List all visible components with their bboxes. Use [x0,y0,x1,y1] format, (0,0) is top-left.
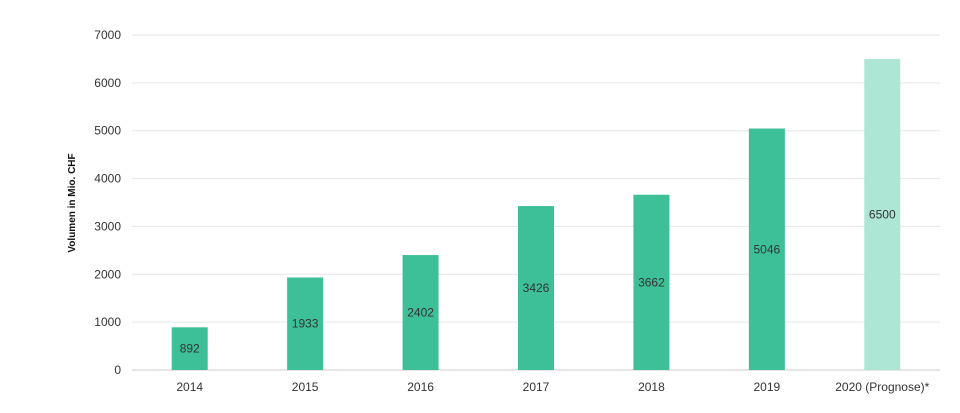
x-tick-label: 2019 [754,380,781,394]
bar [171,327,208,370]
x-tick-label: 2014 [176,380,203,394]
data-label: 3662 [638,275,665,289]
bar [287,277,324,370]
x-axis-ticks: 2014 2015 2016 2017 2018 2019 2020 (Prognose)* [176,380,929,394]
bar [633,194,670,370]
data-label: 6500 [869,207,896,221]
data-label: 5046 [754,242,781,256]
y-tick-label: 1000 [94,315,121,329]
y-tick-label: 2000 [94,267,121,281]
data-label: 1933 [292,317,319,331]
y-tick-label: 0 [114,363,121,377]
x-tick-label: 2017 [523,380,550,394]
x-tick-label: 2016 [407,380,434,394]
y-tick-label: 6000 [94,76,121,90]
bar [748,128,785,370]
bar [402,255,439,370]
y-tick-label: 7000 [94,28,121,42]
bar [864,58,901,371]
x-tick-label: 2018 [638,380,665,394]
data-label: 3426 [523,281,550,295]
x-tick-label: 2020 (Prognose)* [835,380,929,394]
bar [518,206,554,370]
y-tick-label: 4000 [94,172,121,186]
data-label: 2402 [407,306,434,320]
x-tick-label: 2015 [292,380,319,394]
y-tick-label: 3000 [94,219,121,233]
data-labels: 892 1933 2402 3426 3662 5046 6500 [180,207,896,355]
y-axis-ticks: 0 1000 2000 3000 4000 5000 6000 7000 [94,28,121,377]
y-tick-label: 5000 [94,124,121,138]
bars [171,58,901,371]
data-label: 892 [180,342,200,356]
y-axis-title: Volumen in Mio. CHF [67,153,78,252]
